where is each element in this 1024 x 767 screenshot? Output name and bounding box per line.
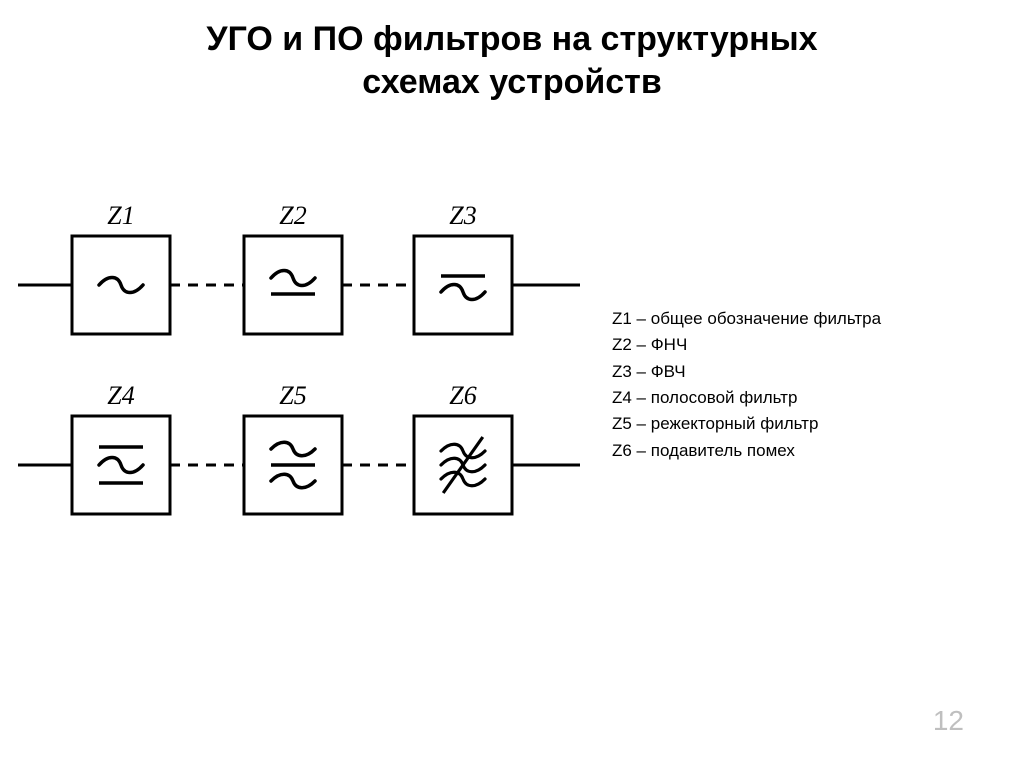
svg-text:Z5: Z5 (279, 381, 306, 410)
svg-text:Z1: Z1 (107, 201, 134, 230)
svg-text:Z2: Z2 (279, 201, 306, 230)
slide-page: УГО и ПО фильтров на структурных схемах … (0, 0, 1024, 767)
legend: Z1 – общее обозначение фильтраZ2 – ФНЧZ3… (612, 306, 881, 464)
title-line-2: схемах устройств (362, 63, 661, 101)
legend-item: Z1 – общее обозначение фильтра (612, 306, 881, 332)
svg-text:Z3: Z3 (449, 201, 476, 230)
filter-symbols-diagram: Z1 Z2 Z3 Z4 Z5 Z6 (14, 180, 584, 540)
title-line-1: УГО и ПО фильтров на структурных (206, 20, 817, 58)
svg-text:Z6: Z6 (449, 381, 476, 410)
page-title: УГО и ПО фильтров на структурных схемах … (0, 0, 1024, 103)
page-number: 12 (933, 705, 964, 737)
legend-item: Z6 – подавитель помех (612, 438, 881, 464)
legend-item: Z4 – полосовой фильтр (612, 385, 881, 411)
legend-item: Z2 – ФНЧ (612, 332, 881, 358)
svg-text:Z4: Z4 (107, 381, 134, 410)
content-area: Z1 Z2 Z3 Z4 Z5 Z6 Z1 – общее обозначение филь… (14, 180, 1010, 540)
legend-item: Z3 – ФВЧ (612, 359, 881, 385)
legend-item: Z5 – режекторный фильтр (612, 411, 881, 437)
